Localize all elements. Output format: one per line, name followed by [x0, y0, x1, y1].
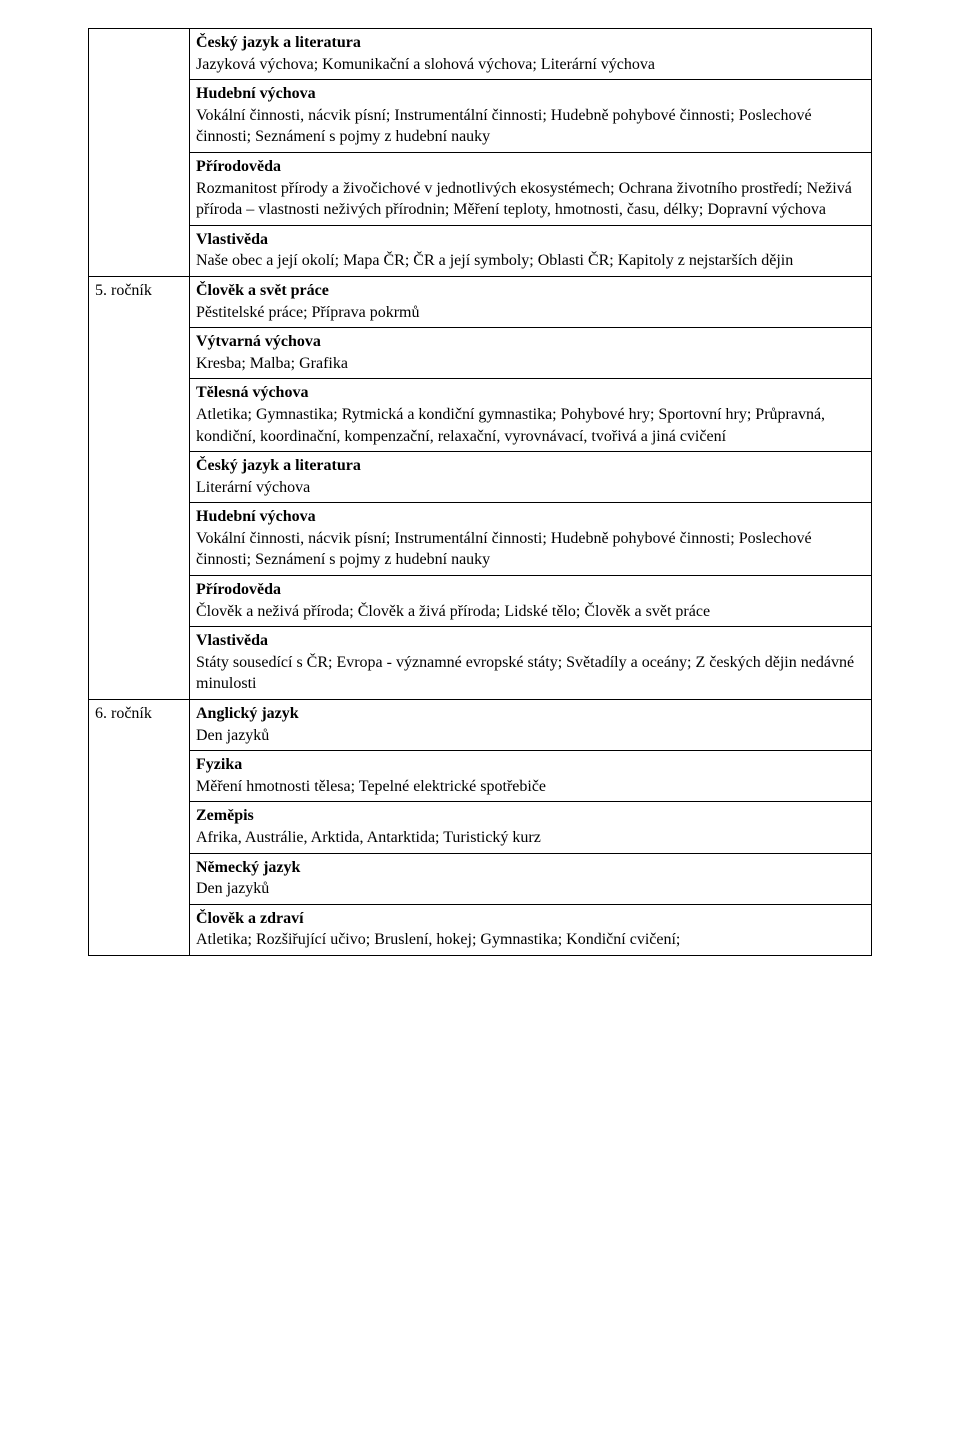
- curriculum-table: Český jazyk a literaturaJazyková výchova…: [88, 28, 872, 956]
- subject-title: Anglický jazyk: [196, 703, 865, 725]
- grade-cell: [89, 29, 190, 277]
- subject-body: Rozmanitost přírody a živočichové v jedn…: [196, 178, 865, 221]
- grade-cell: 5. ročník: [89, 276, 190, 699]
- subject-title: Fyzika: [196, 754, 865, 776]
- subject-body: Den jazyků: [196, 725, 865, 747]
- table-row: Hudební výchovaVokální činnosti, nácvik …: [89, 80, 872, 153]
- table-row: FyzikaMěření hmotnosti tělesa; Tepelné e…: [89, 751, 872, 802]
- subject-title: Hudební výchova: [196, 83, 865, 105]
- table-row: PřírodovědaČlověk a neživá příroda; Člov…: [89, 576, 872, 627]
- content-cell: Výtvarná výchovaKresba; Malba; Grafika: [190, 328, 872, 379]
- subject-body: Literární výchova: [196, 477, 865, 499]
- subject-body: Vokální činnosti, nácvik písní; Instrume…: [196, 528, 865, 571]
- subject-body: Den jazyků: [196, 878, 865, 900]
- subject-body: Atletika; Gymnastika; Rytmická a kondičn…: [196, 404, 865, 447]
- table-row: Český jazyk a literaturaLiterární výchov…: [89, 452, 872, 503]
- content-cell: Hudební výchovaVokální činnosti, nácvik …: [190, 503, 872, 576]
- content-cell: ZeměpisAfrika, Austrálie, Arktida, Antar…: [190, 802, 872, 853]
- table-row: 5. ročník Člověk a svět prácePěstitelské …: [89, 276, 872, 327]
- subject-title: Přírodověda: [196, 156, 865, 178]
- content-cell: VlastivědaStáty sousedící s ČR; Evropa -…: [190, 627, 872, 700]
- grade-label: 6. ročník: [95, 705, 152, 722]
- table-row: 6. ročník Anglický jazykDen jazyků: [89, 700, 872, 751]
- content-cell: Hudební výchovaVokální činnosti, nácvik …: [190, 80, 872, 153]
- subject-body: Pěstitelské práce; Příprava pokrmů: [196, 302, 865, 324]
- subject-body: Člověk a neživá příroda; Člověk a živá p…: [196, 601, 865, 623]
- grade-label: 5. ročník: [95, 282, 152, 299]
- subject-body: Naše obec a její okolí; Mapa ČR; ČR a je…: [196, 250, 865, 272]
- table-row: VlastivědaStáty sousedící s ČR; Evropa -…: [89, 627, 872, 700]
- table-row: VlastivědaNaše obec a její okolí; Mapa Č…: [89, 225, 872, 276]
- subject-title: Člověk a svět práce: [196, 280, 865, 302]
- subject-body: Afrika, Austrálie, Arktida, Antarktida; …: [196, 827, 865, 849]
- table-row: Německý jazykDen jazyků: [89, 853, 872, 904]
- content-cell: Tělesná výchovaAtletika; Gymnastika; Ryt…: [190, 379, 872, 452]
- content-cell: FyzikaMěření hmotnosti tělesa; Tepelné e…: [190, 751, 872, 802]
- table-row: Výtvarná výchovaKresba; Malba; Grafika: [89, 328, 872, 379]
- table-row: Tělesná výchovaAtletika; Gymnastika; Ryt…: [89, 379, 872, 452]
- subject-title: Přírodověda: [196, 579, 865, 601]
- content-cell: Český jazyk a literaturaJazyková výchova…: [190, 29, 872, 80]
- subject-title: Zeměpis: [196, 805, 865, 827]
- table-row: Člověk a zdravíAtletika; Rozšiřující uči…: [89, 904, 872, 955]
- table-row: ZeměpisAfrika, Austrálie, Arktida, Antar…: [89, 802, 872, 853]
- content-cell: Člověk a zdravíAtletika; Rozšiřující uči…: [190, 904, 872, 955]
- subject-body: Atletika; Rozšiřující učivo; Bruslení, h…: [196, 929, 865, 951]
- subject-title: Český jazyk a literatura: [196, 32, 865, 54]
- subject-body: Měření hmotnosti tělesa; Tepelné elektri…: [196, 776, 865, 798]
- subject-title: Člověk a zdraví: [196, 908, 865, 930]
- subject-title: Výtvarná výchova: [196, 331, 865, 353]
- subject-title: Český jazyk a literatura: [196, 455, 865, 477]
- subject-title: Německý jazyk: [196, 857, 865, 879]
- content-cell: PřírodovědaČlověk a neživá příroda; Člov…: [190, 576, 872, 627]
- subject-title: Vlastivěda: [196, 229, 865, 251]
- content-cell: Český jazyk a literaturaLiterární výchov…: [190, 452, 872, 503]
- grade-cell: 6. ročník: [89, 700, 190, 956]
- content-cell: Německý jazykDen jazyků: [190, 853, 872, 904]
- content-cell: Člověk a svět prácePěstitelské práce; Př…: [190, 276, 872, 327]
- subject-title: Tělesná výchova: [196, 382, 865, 404]
- subject-body: Kresba; Malba; Grafika: [196, 353, 865, 375]
- table-row: PřírodovědaRozmanitost přírody a živočic…: [89, 152, 872, 225]
- subject-body: Státy sousedící s ČR; Evropa - významné …: [196, 652, 865, 695]
- content-cell: PřírodovědaRozmanitost přírody a živočic…: [190, 152, 872, 225]
- content-cell: VlastivědaNaše obec a její okolí; Mapa Č…: [190, 225, 872, 276]
- subject-title: Hudební výchova: [196, 506, 865, 528]
- subject-body: Jazyková výchova; Komunikační a slohová …: [196, 54, 865, 76]
- content-cell: Anglický jazykDen jazyků: [190, 700, 872, 751]
- subject-title: Vlastivěda: [196, 630, 865, 652]
- table-row: Hudební výchovaVokální činnosti, nácvik …: [89, 503, 872, 576]
- table-row: Český jazyk a literaturaJazyková výchova…: [89, 29, 872, 80]
- subject-body: Vokální činnosti, nácvik písní; Instrume…: [196, 105, 865, 148]
